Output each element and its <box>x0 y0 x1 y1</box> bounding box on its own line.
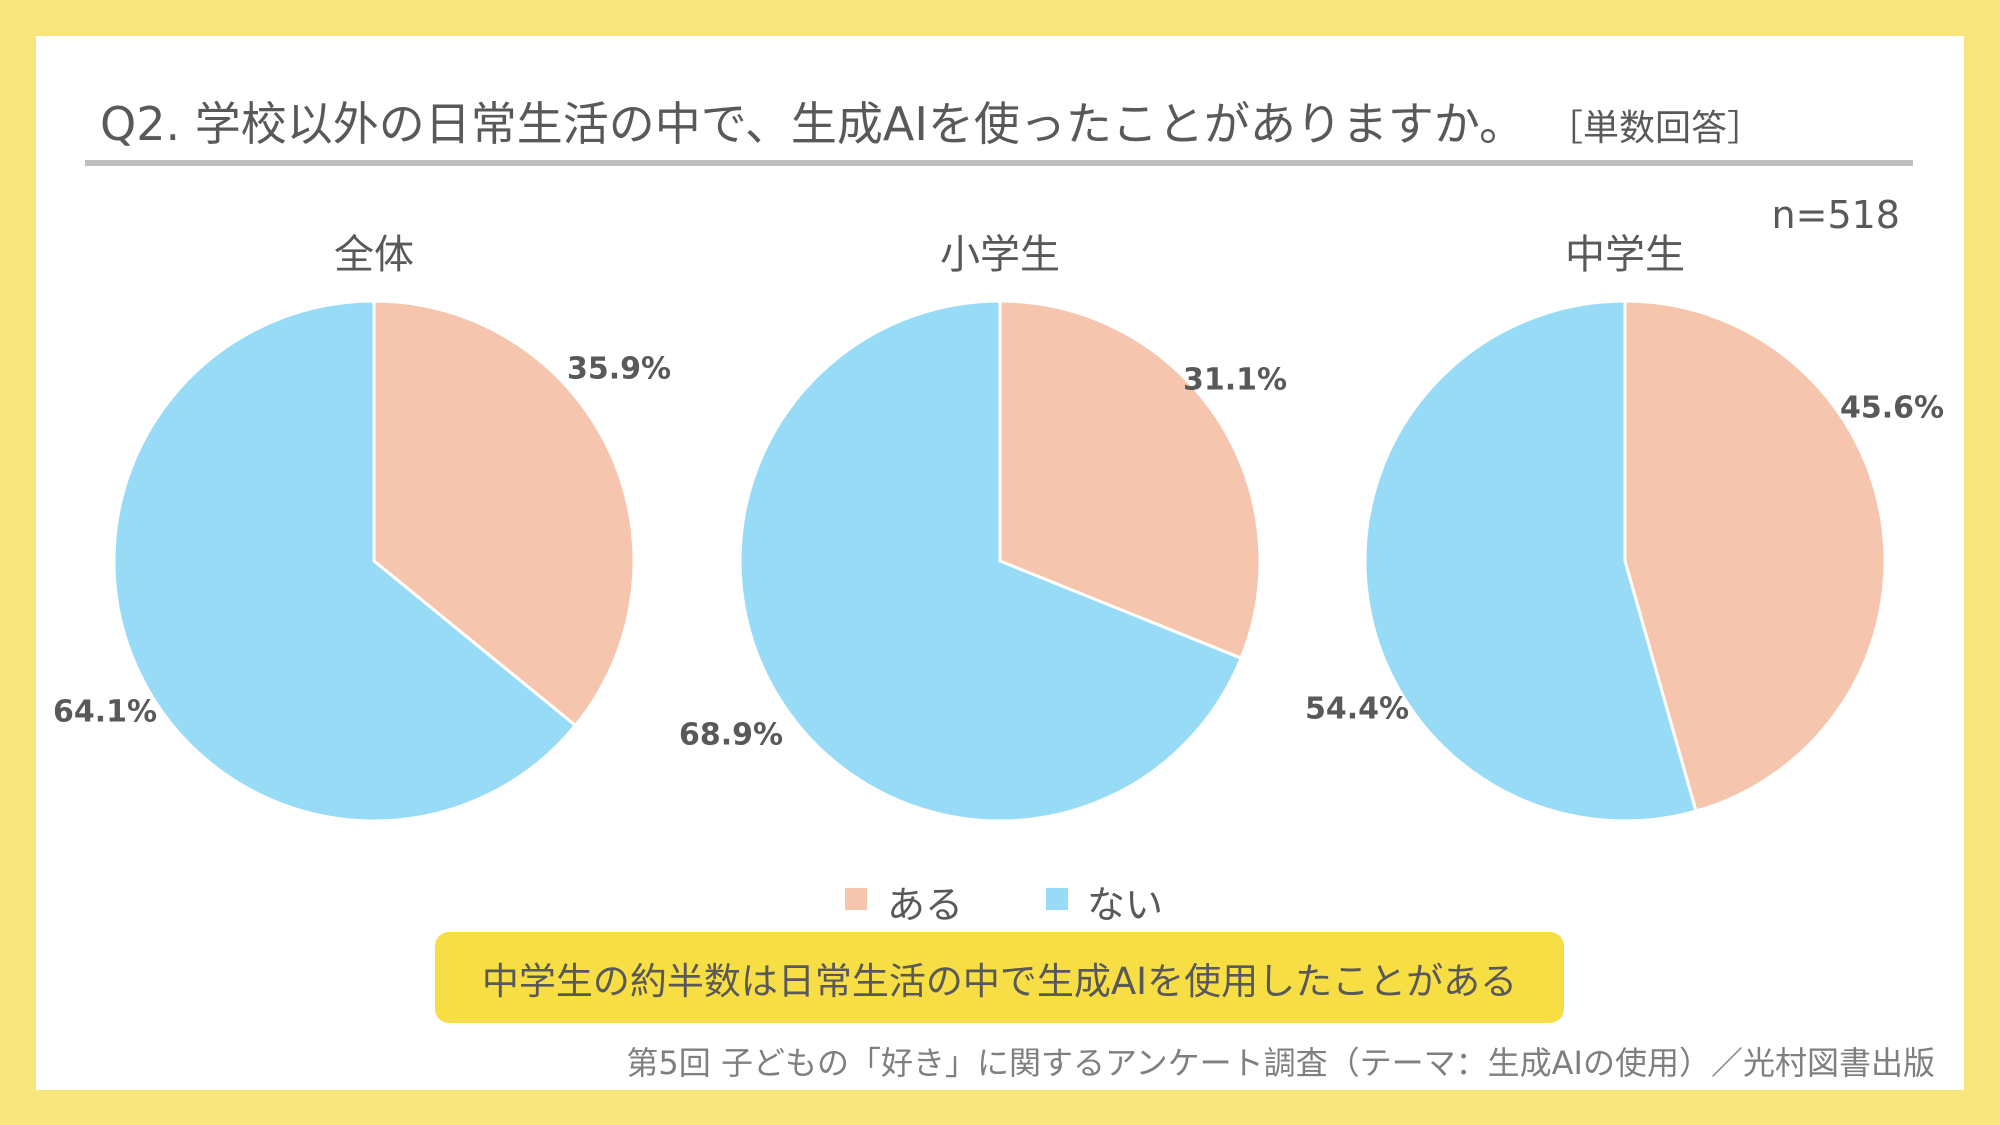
pie-slice-elementary-no <box>738 299 1244 823</box>
label-elementary-yes: 31.1% <box>1182 362 1288 398</box>
answer-type-note: ［単数回答］ <box>1565 108 1764 149</box>
legend-label-no: ない <box>1087 883 1164 927</box>
pie-slice-all-yes <box>372 299 636 728</box>
source-footer: 第5回 子どもの「好き」に関するアンケート調査（テーマ：生成AIの使用）／光村図… <box>626 1044 1935 1082</box>
pie-slice-junior-high-no <box>1363 299 1698 823</box>
legend-label-yes: ある <box>887 883 964 927</box>
label-junior-yes: 45.6% <box>1839 390 1945 426</box>
label-all-no: 64.1% <box>52 694 158 730</box>
pie-title-elementary: 小学生 <box>940 232 1060 278</box>
label-all-yes: 35.9% <box>566 351 672 387</box>
legend-swatch-no <box>1046 888 1068 910</box>
pie-slice-elementary-yes <box>998 299 1262 661</box>
title-divider <box>85 160 1913 166</box>
label-elementary-no: 68.9% <box>678 717 784 753</box>
callout-box: 中学生の約半数は日常生活の中で生成AIを使用したことがある <box>435 932 1564 1023</box>
pie-title-all: 全体 <box>334 232 414 278</box>
page-title: Q2. 学校以外の日常生活の中で、生成AIを使ったことがありますか。 ［単数回答］ <box>100 88 1763 154</box>
pie-slice-all-no <box>112 299 578 823</box>
question-text: Q2. 学校以外の日常生活の中で、生成AIを使ったことがありますか。 <box>100 97 1525 151</box>
label-junior-no: 54.4% <box>1304 691 1410 727</box>
legend-swatch-yes <box>845 888 867 910</box>
callout-text: 中学生の約半数は日常生活の中で生成AIを使用したことがある <box>481 959 1518 1003</box>
sample-size: n=518 <box>1771 193 1900 237</box>
pie-slice-junior-high-yes <box>1623 299 1887 813</box>
pie-title-junior-high: 中学生 <box>1565 232 1685 278</box>
